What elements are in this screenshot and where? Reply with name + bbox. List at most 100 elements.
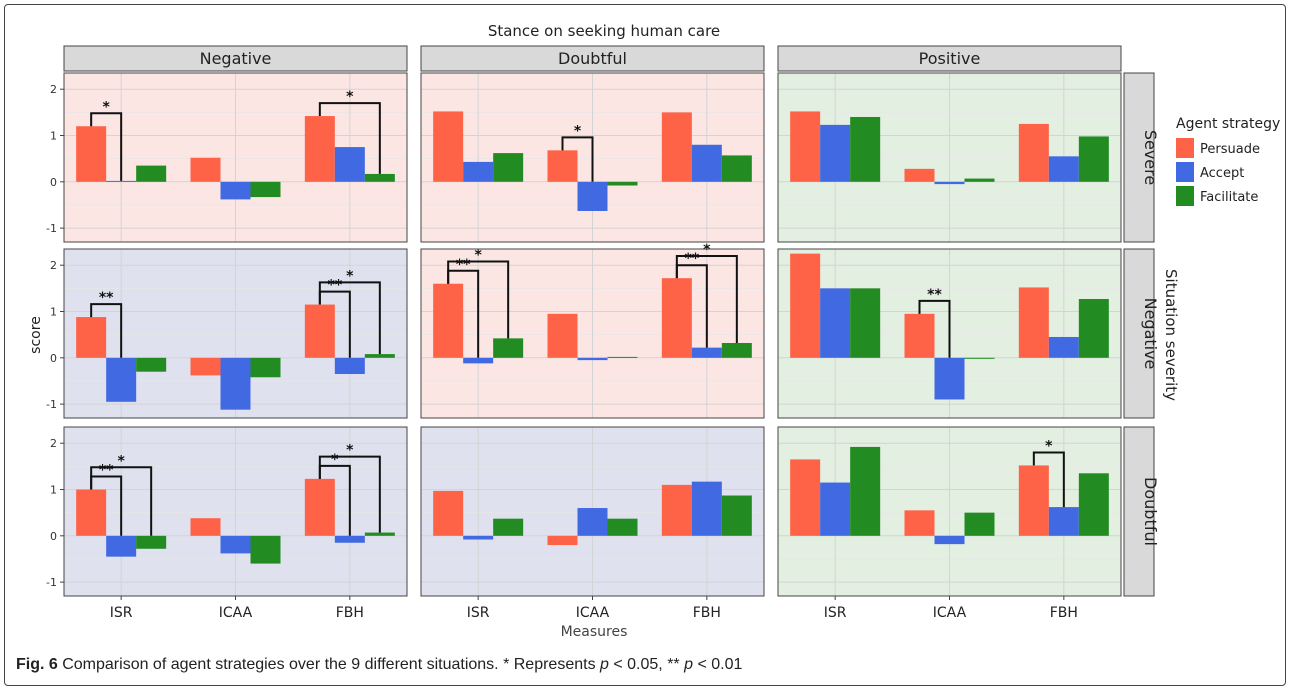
bar-facilitate	[1078, 136, 1109, 182]
legend-swatch	[1176, 138, 1194, 158]
bar-accept	[1048, 507, 1079, 536]
column-strip-label: Positive	[919, 49, 981, 68]
bar-persuade	[547, 150, 578, 182]
significance-label: **	[927, 287, 942, 303]
bar-facilitate	[136, 535, 167, 549]
panel: *	[420, 72, 765, 243]
significance-bracket	[90, 303, 123, 358]
bar-accept	[463, 535, 494, 540]
legend-entry: Accept	[1200, 166, 1244, 181]
bar-persuade	[76, 126, 107, 182]
significance-label: *	[346, 268, 354, 284]
bar-facilitate	[607, 181, 638, 186]
bar-persuade	[433, 111, 464, 182]
bar-persuade	[661, 484, 692, 536]
legend-entry: Persuade	[1200, 142, 1260, 157]
bar-accept	[334, 357, 365, 375]
bar-accept	[334, 535, 365, 543]
x-axis-label: Measures	[561, 624, 628, 640]
bar-facilitate	[964, 512, 995, 536]
x-tick-label: FBH	[693, 605, 721, 621]
bar-facilitate	[607, 518, 638, 536]
bar-persuade	[547, 313, 578, 358]
bar-accept	[463, 357, 494, 364]
right-strip-label: Situation severity	[1162, 269, 1180, 401]
legend: Agent strategy Persuade Accept Facilitate	[1176, 116, 1280, 206]
y-tick-label: 0	[50, 352, 57, 365]
column-strip-label: Negative	[200, 49, 272, 68]
significance-bracket	[90, 112, 123, 181]
significance-bracket	[918, 299, 951, 358]
bar-facilitate	[964, 357, 995, 359]
bar-accept	[220, 357, 251, 410]
significance-label: *	[1045, 438, 1053, 454]
significance-bracket	[90, 466, 153, 536]
y-tick-label: 2	[50, 437, 57, 450]
bar-facilitate	[250, 535, 281, 564]
bar-persuade	[1018, 465, 1049, 536]
x-tick-label: ICAA	[576, 605, 610, 621]
bar-persuade	[190, 157, 221, 182]
bar-accept	[220, 535, 251, 554]
row-strip	[1123, 248, 1155, 419]
column-strip-label: Doubtful	[558, 49, 627, 68]
x-tick-label: ISR	[467, 605, 490, 621]
caption-label: Fig. 6	[16, 656, 58, 673]
bar-accept	[1048, 156, 1079, 182]
caption-p2: p	[684, 656, 693, 673]
significance-label: *	[103, 99, 111, 115]
significance-bracket	[1032, 451, 1065, 508]
y-tick-label: 1	[50, 130, 57, 143]
x-tick-label: ISR	[110, 605, 133, 621]
panel-border	[63, 72, 408, 243]
legend-swatch	[1176, 162, 1194, 182]
significance-label: *	[574, 123, 582, 139]
bar-persuade	[790, 111, 821, 182]
significance-bracket	[675, 254, 738, 343]
bar-persuade	[790, 459, 821, 536]
y-tick-label: -1	[46, 576, 57, 589]
legend-title: Agent strategy	[1176, 116, 1280, 132]
significance-label: *	[331, 452, 339, 468]
bar-persuade	[76, 317, 107, 358]
significance-label: **	[99, 463, 114, 479]
caption-t2: < 0.01	[693, 656, 743, 673]
bar-accept	[577, 357, 608, 361]
bar-persuade	[547, 535, 578, 546]
panel: *** ***	[420, 242, 765, 419]
significance-label: *	[118, 453, 126, 469]
bar-facilitate	[493, 153, 524, 182]
significance-label: *	[475, 248, 483, 264]
bar-facilitate	[493, 518, 524, 536]
bar-facilitate	[136, 165, 167, 182]
row-strip-label: Doubtful	[1141, 477, 1160, 546]
panel-border	[420, 248, 765, 419]
panel: **	[777, 248, 1122, 419]
row-strip-label: Severe	[1141, 130, 1160, 185]
bar-persuade	[661, 112, 692, 182]
caption-t1: < 0.05, **	[608, 656, 685, 673]
x-tick-label: FBH	[1050, 605, 1078, 621]
bar-persuade	[433, 283, 464, 358]
y-tick-label: 1	[50, 484, 57, 497]
bar-persuade	[433, 490, 464, 536]
bar-accept	[106, 535, 137, 557]
bar-accept	[820, 124, 851, 182]
panels-layer: Negative Doubtful Positive Severe Negative Do…	[46, 45, 1160, 621]
significance-label: *	[346, 443, 354, 459]
bar-persuade	[76, 489, 107, 536]
row-strip	[1123, 426, 1155, 597]
panel	[777, 72, 1122, 243]
bar-accept	[820, 482, 851, 536]
panel	[420, 426, 765, 597]
bar-persuade	[304, 304, 335, 358]
x-tick-label: ICAA	[219, 605, 253, 621]
bar-accept	[934, 357, 965, 400]
y-axis-label: score	[28, 316, 44, 354]
panel: *****	[63, 426, 408, 597]
bar-accept	[691, 144, 722, 182]
significance-label: *	[703, 242, 711, 258]
x-tick-label: ICAA	[933, 605, 967, 621]
bar-accept	[691, 347, 722, 358]
